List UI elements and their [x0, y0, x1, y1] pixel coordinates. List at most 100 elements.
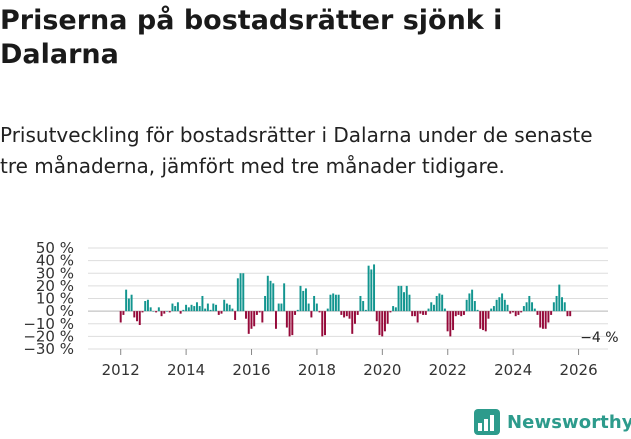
- bar: [187, 307, 190, 312]
- bar: [149, 307, 152, 312]
- x-tick-label: 2018: [298, 361, 336, 379]
- y-tick-label: −10 %: [23, 315, 74, 333]
- bar: [141, 311, 144, 313]
- chart-title: Priserna på bostadsrätter sjönk i Dalarn…: [0, 5, 503, 70]
- bar: [255, 311, 258, 315]
- bar: [138, 311, 141, 326]
- bar: [204, 308, 207, 312]
- bar: [544, 311, 547, 329]
- bar: [378, 311, 381, 336]
- bar: [411, 311, 414, 317]
- bar: [509, 311, 512, 314]
- bars: [119, 264, 572, 337]
- bar: [465, 299, 468, 312]
- bar: [215, 304, 218, 312]
- bar: [375, 311, 378, 322]
- y-tick-label: −20 %: [23, 327, 74, 345]
- bar: [424, 311, 427, 315]
- bar: [460, 311, 463, 317]
- bar: [386, 311, 389, 324]
- bar: [201, 295, 204, 312]
- bar: [416, 311, 419, 323]
- bar: [430, 302, 433, 312]
- bar: [541, 311, 544, 329]
- bar: [441, 294, 444, 312]
- bar: [353, 311, 356, 324]
- bar: [558, 284, 561, 312]
- bar: [397, 285, 400, 312]
- y-tick-label: 10 %: [36, 290, 74, 308]
- bar: [133, 311, 136, 318]
- x-tick-label: 2014: [167, 361, 205, 379]
- bar: [512, 311, 514, 313]
- bar: [561, 297, 564, 312]
- bar: [269, 280, 272, 312]
- bar: [498, 297, 501, 312]
- bar: [299, 285, 302, 312]
- bar: [449, 311, 452, 337]
- bar: [171, 303, 174, 312]
- bar: [381, 311, 384, 337]
- bar: [492, 306, 495, 312]
- bar: [212, 303, 215, 312]
- x-tick-label: 2026: [559, 361, 597, 379]
- y-tick-label: −30 %: [23, 340, 74, 358]
- bar: [473, 301, 476, 312]
- y-tick-label: 30 %: [36, 264, 74, 282]
- y-tick-label: 40 %: [36, 252, 74, 270]
- bar: [242, 273, 245, 312]
- bar: [495, 299, 498, 312]
- bar: [389, 311, 392, 313]
- bar: [144, 301, 147, 312]
- bar: [422, 311, 425, 315]
- bar: [503, 299, 506, 312]
- bar: [525, 302, 528, 312]
- bar: [533, 308, 536, 312]
- bar: [329, 294, 332, 312]
- bar: [462, 311, 465, 315]
- x-tick-label: 2020: [363, 361, 401, 379]
- bar: [245, 311, 247, 319]
- bar: [334, 294, 337, 312]
- bar: [250, 311, 253, 329]
- bar: [438, 293, 441, 312]
- bar: [234, 311, 237, 320]
- bar: [182, 309, 185, 312]
- bar: [206, 303, 209, 312]
- bar: [552, 302, 555, 312]
- bar: [419, 311, 422, 314]
- bar: [337, 294, 340, 312]
- y-tick-label: 0 %: [45, 302, 74, 320]
- bar: [277, 303, 280, 312]
- bar: [220, 311, 223, 314]
- bar: [452, 311, 455, 331]
- bar: [190, 304, 193, 312]
- bar: [484, 311, 487, 332]
- bar: [373, 264, 376, 312]
- bar: [302, 290, 305, 312]
- bar: [433, 304, 435, 312]
- bar: [383, 311, 386, 332]
- bar: [166, 311, 168, 312]
- newsworthy-brand[interactable]: Newsworthy: [474, 405, 631, 439]
- bar: [146, 299, 149, 312]
- bar: [283, 283, 286, 312]
- bar: [359, 295, 362, 312]
- bar: [332, 293, 335, 312]
- bar: [343, 311, 346, 318]
- bar: [217, 311, 220, 315]
- bar: [198, 306, 201, 312]
- bar: [563, 302, 566, 312]
- x-axis: 2012 2014 2016 2018 2020 2022 2024 2026: [102, 349, 598, 379]
- bar: [266, 275, 269, 312]
- bar: [427, 308, 430, 312]
- bar: [193, 306, 196, 312]
- bar: [569, 311, 572, 317]
- bar: [550, 311, 553, 315]
- bar: [367, 265, 370, 312]
- bar: [127, 298, 130, 312]
- bar: [223, 299, 226, 312]
- bar: [326, 308, 329, 312]
- bar: [547, 311, 550, 323]
- bar: [324, 311, 326, 336]
